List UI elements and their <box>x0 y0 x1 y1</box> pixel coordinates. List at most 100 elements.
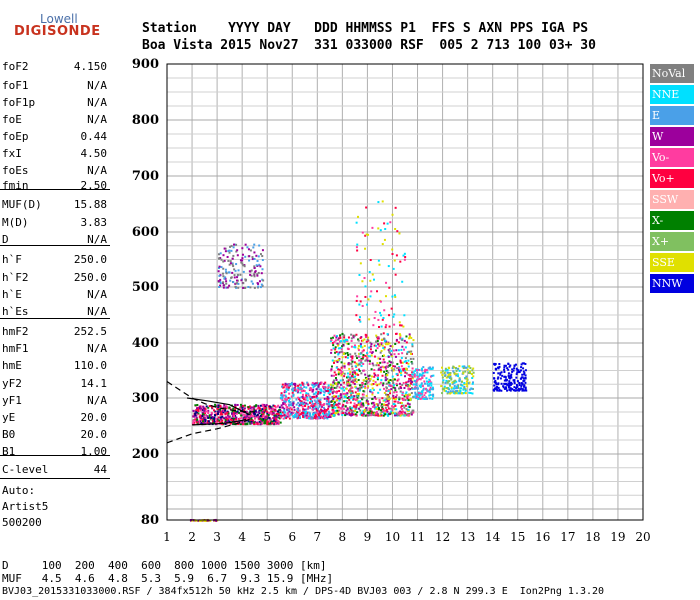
data-point <box>405 382 408 385</box>
data-point <box>498 388 501 391</box>
data-point <box>445 376 448 379</box>
data-point <box>227 250 230 253</box>
data-point <box>366 359 369 362</box>
data-point <box>361 346 364 349</box>
data-point <box>240 279 243 282</box>
data-point <box>358 384 361 387</box>
data-point <box>229 260 232 263</box>
auto-label: Auto: <box>2 484 36 497</box>
data-point <box>458 377 461 380</box>
data-point <box>225 271 228 274</box>
data-point <box>267 421 270 424</box>
data-point <box>381 408 384 411</box>
header-row-values: Boa Vista 2015 Nov27 331 033000 RSF 005 … <box>142 38 596 53</box>
data-point <box>258 422 261 425</box>
data-point <box>465 383 468 386</box>
data-point <box>418 378 421 381</box>
data-point <box>353 344 356 347</box>
data-point <box>298 412 301 415</box>
data-point <box>492 371 495 374</box>
data-point <box>209 519 212 522</box>
data-point <box>389 392 392 395</box>
data-point <box>239 403 242 406</box>
data-point <box>417 392 420 395</box>
data-point <box>458 390 461 393</box>
data-point <box>388 351 391 354</box>
data-point <box>302 410 305 413</box>
legend-item-vo-: Vo+ <box>650 169 694 188</box>
data-point <box>390 307 393 310</box>
data-point <box>448 384 451 387</box>
data-point <box>352 336 355 339</box>
param-row: D N/A <box>2 233 107 247</box>
data-point <box>226 410 229 413</box>
data-point <box>234 269 237 272</box>
data-point <box>414 380 417 383</box>
data-point <box>232 407 235 410</box>
param-row: h`E N/A <box>2 288 107 302</box>
data-point <box>373 368 376 371</box>
data-point <box>348 412 351 415</box>
legend-item-e: E <box>650 106 694 125</box>
data-point <box>312 395 315 398</box>
param-row: fmin 2.50 <box>2 179 107 193</box>
data-point <box>503 368 506 371</box>
data-point <box>362 356 365 359</box>
data-point <box>414 369 417 372</box>
data-point <box>288 410 291 413</box>
data-point <box>251 419 254 422</box>
data-point <box>409 382 412 385</box>
data-point <box>343 362 346 365</box>
data-point <box>417 397 420 400</box>
data-point <box>380 325 383 328</box>
data-point <box>257 411 260 414</box>
data-point <box>416 393 419 396</box>
data-point <box>362 354 365 357</box>
data-point <box>453 371 456 374</box>
data-point <box>327 416 330 419</box>
data-point <box>379 414 382 417</box>
data-point <box>303 386 306 389</box>
data-point <box>350 362 353 365</box>
y-tick-label: 200 <box>132 447 159 462</box>
data-point <box>305 392 308 395</box>
x-tick-label: 3 <box>213 530 221 544</box>
data-point <box>395 349 398 352</box>
data-point <box>232 417 235 420</box>
data-point <box>447 380 450 383</box>
data-point <box>383 361 386 364</box>
data-point <box>460 387 463 390</box>
data-point <box>332 390 335 393</box>
data-point <box>254 270 257 273</box>
data-point <box>457 385 460 388</box>
data-point <box>259 265 262 268</box>
data-point <box>404 399 407 402</box>
data-point <box>516 380 519 383</box>
data-point <box>522 377 525 380</box>
data-point <box>223 277 226 280</box>
data-point <box>471 392 474 395</box>
data-point <box>516 385 519 388</box>
data-point <box>327 397 330 400</box>
data-point <box>350 359 353 362</box>
data-point <box>428 388 431 391</box>
data-point <box>198 421 201 424</box>
data-point <box>294 413 297 416</box>
legend-item-x-: X- <box>650 211 694 230</box>
x-tick-label: 16 <box>535 530 550 544</box>
data-point <box>314 417 317 420</box>
data-point <box>323 413 326 416</box>
data-point <box>388 360 391 363</box>
data-point <box>428 382 431 385</box>
data-point <box>421 372 424 375</box>
data-point <box>243 413 246 416</box>
data-point <box>328 390 331 393</box>
data-point <box>288 384 291 387</box>
data-point <box>277 411 280 414</box>
data-point <box>332 379 335 382</box>
data-point <box>323 394 326 397</box>
data-point <box>254 410 257 413</box>
data-point <box>369 410 372 413</box>
data-point <box>358 316 361 319</box>
data-point <box>261 284 264 287</box>
